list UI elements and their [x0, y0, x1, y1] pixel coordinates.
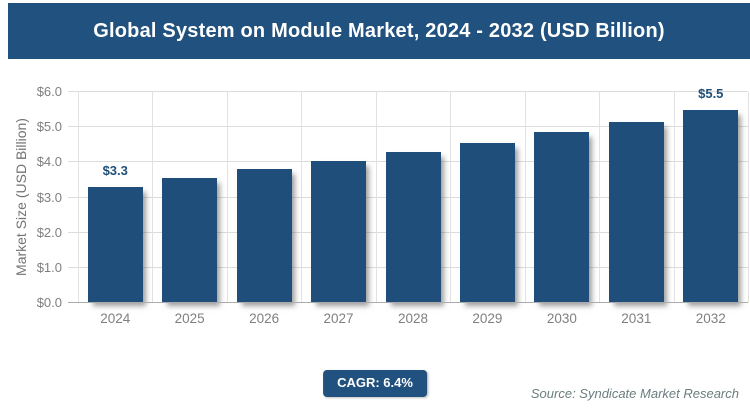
y-tick-label: $3.0: [36, 189, 62, 205]
bar-2030: [534, 132, 590, 303]
x-axis-line: [68, 302, 748, 303]
gridline-vertical: [673, 92, 675, 303]
gridline-vertical: [301, 92, 303, 303]
bar-value-label: $5.5: [698, 85, 724, 101]
gridline-vertical: [226, 92, 228, 303]
x-tick-label: 2027: [323, 311, 354, 326]
x-tick-label: 2031: [621, 311, 652, 326]
gridline-vertical: [599, 92, 601, 303]
x-tick-label: 2024: [100, 311, 131, 326]
y-tick-label: $5.0: [36, 119, 62, 135]
gridline-vertical: [152, 92, 154, 303]
y-tick-label: $6.0: [36, 84, 62, 99]
cagr-label: CAGR: 6.4%: [337, 375, 413, 390]
bar-2031: [608, 121, 664, 303]
x-tick-label: 2026: [249, 311, 280, 326]
bar-2029: [459, 143, 515, 303]
cagr-badge: CAGR: 6.4%: [323, 370, 427, 397]
bar-2028: [385, 151, 441, 303]
x-tick-label: 2028: [397, 311, 428, 326]
y-tick-label: $0.0: [36, 295, 62, 310]
source-text: Source: Syndicate Market Research: [530, 386, 739, 401]
x-tick-label: 2032: [695, 311, 726, 326]
x-tick-label: 2025: [174, 311, 205, 326]
gridline-vertical: [375, 92, 377, 303]
y-tick-label: $2.0: [36, 224, 62, 240]
gridline-vertical: [450, 92, 452, 303]
bar-2032: [683, 109, 739, 303]
gridline-horizontal: [68, 126, 748, 128]
bar-2026: [236, 169, 292, 303]
gridline-vertical: [748, 92, 749, 303]
gridline-horizontal: [68, 91, 748, 92]
bar-value-label: $3.3: [102, 162, 128, 178]
x-tick-label: 2029: [472, 311, 503, 326]
chart-title: Global System on Module Market, 2024 - 2…: [93, 19, 665, 42]
chart-title-bar: Global System on Module Market, 2024 - 2…: [8, 3, 750, 59]
plot-area: $0.0 $1.0 $2.0 $3.0 $4.0 $5.0 $6.0 2024 $3.3 2025…: [37, 84, 749, 326]
y-tick-label: $1.0: [36, 259, 62, 275]
bar-2024: [87, 186, 143, 303]
y-tick-label: $4.0: [36, 154, 62, 170]
bar-2025: [162, 178, 218, 303]
gridline-vertical: [78, 92, 79, 303]
gridline-vertical: [524, 92, 526, 303]
bar-2027: [311, 160, 367, 303]
x-tick-label: 2030: [546, 311, 577, 326]
